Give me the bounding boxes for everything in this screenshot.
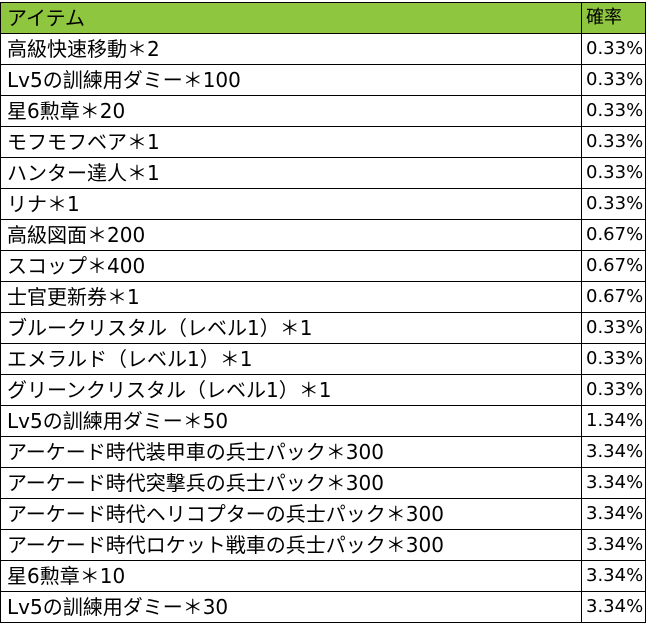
rate-cell[interactable]: 3.34% — [581, 498, 646, 530]
rate-cell[interactable]: 0.33% — [581, 33, 646, 65]
rate-cell[interactable]: 0.33% — [581, 188, 646, 220]
item-cell[interactable]: 高級図面＊200 — [0, 219, 582, 251]
table-row: アーケード時代突撃兵の兵士パック＊300 3.34% — [0, 467, 646, 499]
header-rate-cell[interactable]: 確率 — [581, 2, 646, 34]
item-cell[interactable]: 高級快速移動＊2 — [0, 33, 582, 65]
item-cell[interactable]: ハンター達人＊1 — [0, 157, 582, 189]
rate-cell[interactable]: 3.34% — [581, 591, 646, 623]
rate-cell[interactable]: 3.34% — [581, 436, 646, 468]
item-cell[interactable]: アーケード時代ロケット戦車の兵士パック＊300 — [0, 529, 582, 561]
table-row: ブルークリスタル（レベル1）＊1 0.33% — [0, 312, 646, 344]
item-cell[interactable]: グリーンクリスタル（レベル1）＊1 — [0, 374, 582, 406]
item-cell[interactable]: スコップ＊400 — [0, 250, 582, 282]
rate-cell[interactable]: 0.33% — [581, 312, 646, 344]
rate-cell[interactable]: 0.67% — [581, 250, 646, 282]
rate-cell[interactable]: 0.33% — [581, 374, 646, 406]
rate-cell[interactable]: 0.33% — [581, 64, 646, 96]
rate-cell[interactable]: 3.34% — [581, 560, 646, 592]
rate-cell[interactable]: 0.33% — [581, 95, 646, 127]
item-cell[interactable]: ブルークリスタル（レベル1）＊1 — [0, 312, 582, 344]
table-row: アーケード時代ロケット戦車の兵士パック＊300 3.34% — [0, 529, 646, 561]
item-cell[interactable]: モフモフベア＊1 — [0, 126, 582, 158]
table-row: モフモフベア＊1 0.33% — [0, 126, 646, 158]
table-row: 士官更新券＊1 0.67% — [0, 281, 646, 313]
table-row: ハンター達人＊1 0.33% — [0, 157, 646, 189]
rate-cell[interactable]: 1.34% — [581, 405, 646, 437]
rate-cell[interactable]: 0.33% — [581, 157, 646, 189]
table-row: スコップ＊400 0.67% — [0, 250, 646, 282]
rate-cell[interactable]: 0.33% — [581, 126, 646, 158]
table-row: Lv5の訓練用ダミー＊50 1.34% — [0, 405, 646, 437]
table-row: アーケード時代装甲車の兵士パック＊300 3.34% — [0, 436, 646, 468]
item-cell[interactable]: エメラルド（レベル1）＊1 — [0, 343, 582, 375]
header-row: アイテム 確率 — [0, 2, 646, 34]
item-cell[interactable]: Lv5の訓練用ダミー＊100 — [0, 64, 582, 96]
table-row: グリーンクリスタル（レベル1）＊1 0.33% — [0, 374, 646, 406]
table-row: アーケード時代ヘリコプターの兵士パック＊300 3.34% — [0, 498, 646, 530]
item-cell[interactable]: 士官更新券＊1 — [0, 281, 582, 313]
item-cell[interactable]: 星6勲章＊20 — [0, 95, 582, 127]
header-item-cell[interactable]: アイテム — [0, 2, 582, 34]
table-row: エメラルド（レベル1）＊1 0.33% — [0, 343, 646, 375]
drop-rate-table: アイテム 確率 高級快速移動＊2 0.33% Lv5の訓練用ダミー＊100 0.… — [0, 2, 646, 623]
table-row: 高級快速移動＊2 0.33% — [0, 33, 646, 65]
rate-cell[interactable]: 0.67% — [581, 219, 646, 251]
item-cell[interactable]: Lv5の訓練用ダミー＊50 — [0, 405, 582, 437]
table-row: 高級図面＊200 0.67% — [0, 219, 646, 251]
rate-cell[interactable]: 0.33% — [581, 343, 646, 375]
item-cell[interactable]: アーケード時代突撃兵の兵士パック＊300 — [0, 467, 582, 499]
item-cell[interactable]: アーケード時代ヘリコプターの兵士パック＊300 — [0, 498, 582, 530]
item-cell[interactable]: 星6勲章＊10 — [0, 560, 582, 592]
table-row: Lv5の訓練用ダミー＊100 0.33% — [0, 64, 646, 96]
rate-cell[interactable]: 3.34% — [581, 467, 646, 499]
table-row: 星6勲章＊10 3.34% — [0, 560, 646, 592]
item-cell[interactable]: アーケード時代装甲車の兵士パック＊300 — [0, 436, 582, 468]
item-cell[interactable]: リナ＊1 — [0, 188, 582, 220]
table-row: 星6勲章＊20 0.33% — [0, 95, 646, 127]
rate-cell[interactable]: 3.34% — [581, 529, 646, 561]
rate-cell[interactable]: 0.67% — [581, 281, 646, 313]
item-cell[interactable]: Lv5の訓練用ダミー＊30 — [0, 591, 582, 623]
table-row: リナ＊1 0.33% — [0, 188, 646, 220]
table-row: Lv5の訓練用ダミー＊30 3.34% — [0, 591, 646, 623]
